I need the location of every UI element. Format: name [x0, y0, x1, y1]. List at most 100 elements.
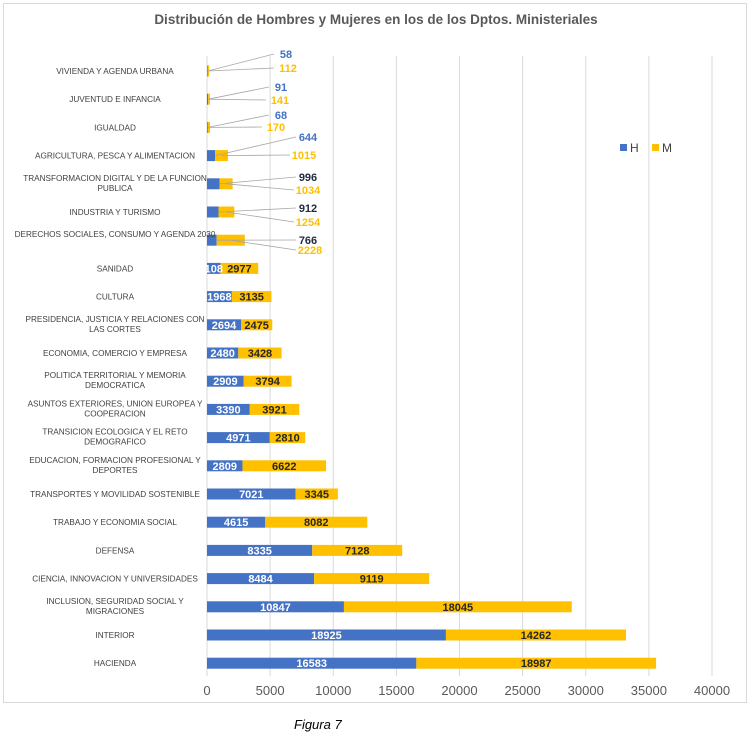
bar-H	[207, 291, 232, 303]
legend-swatch-M	[652, 144, 659, 151]
data-labels: 5811291141681706441015996103491212547662…	[205, 49, 552, 670]
bar-H	[207, 432, 270, 444]
category-label: TRANSPORTES Y MOVILIDAD SOSTENIBLE	[30, 490, 200, 499]
data-label-H: 16583	[296, 658, 327, 670]
data-label-M: 112	[279, 63, 297, 75]
category-label: AGRICULTURA, PESCA Y ALIMENTACION	[35, 152, 195, 161]
chart-title: Distribución de Hombres y Mujeres en los…	[154, 12, 597, 27]
chart-frame	[3, 3, 747, 703]
bar-H	[207, 460, 243, 472]
bar-H	[207, 319, 242, 331]
data-label-H: 644	[299, 132, 318, 144]
legend-swatch-H	[620, 144, 627, 151]
data-label-H: 2480	[210, 348, 234, 360]
category-label: IGUALDAD	[94, 123, 136, 132]
leader-line-H	[207, 53, 275, 72]
data-label-H: 996	[299, 172, 317, 184]
category-label: CULTURA	[96, 293, 135, 302]
data-label-M: 3921	[262, 404, 286, 416]
data-label-M: 14262	[521, 630, 552, 642]
category-label: VIVIENDA Y AGENDA URBANA	[56, 67, 174, 76]
x-tick-label: 40000	[694, 683, 730, 698]
data-label-H: 1968	[207, 292, 231, 304]
data-label-H: 91	[275, 82, 287, 94]
bar-H	[207, 93, 209, 105]
bar-H	[207, 65, 208, 77]
bar-M	[314, 573, 430, 585]
legend-label-M: M	[662, 141, 672, 155]
data-label-M: 8082	[304, 517, 328, 529]
category-label: HACIENDA	[94, 659, 137, 668]
data-label-M: 1015	[292, 150, 316, 162]
data-label-M: 3428	[248, 348, 272, 360]
data-label-M: 1254	[296, 217, 321, 229]
category-label: TRABAJO Y ECONOMIA SOCIAL	[53, 518, 177, 527]
bar-H	[207, 121, 208, 133]
bar-H	[207, 262, 221, 274]
category-label: TRANSFORMACION DIGITAL Y DE LA FUNCION PU…	[23, 174, 207, 193]
data-label-H: 2809	[212, 461, 236, 473]
data-label-H: 2694	[212, 320, 237, 332]
data-label-H: 18925	[311, 630, 342, 642]
data-label-H: 766	[299, 235, 317, 247]
category-label: DEFENSA	[96, 546, 135, 555]
data-label-M: 170	[267, 122, 285, 134]
bar-M	[241, 319, 273, 331]
data-label-M: 3794	[255, 376, 280, 388]
data-label-H: 4615	[224, 517, 248, 529]
bar-H	[207, 403, 250, 415]
category-labels: VIVIENDA Y AGENDA URBANA JUVENTUD E INFAN…	[15, 67, 216, 668]
category-label: PRESIDENCIA, JUSTICIA Y RELACIONES CON LA…	[26, 315, 205, 334]
category-label: EDUCACION, FORMACION PROFESIONAL Y DEPORT…	[29, 456, 201, 475]
leader-line-M	[226, 183, 295, 191]
bar-H	[207, 234, 217, 246]
data-label-H: 7021	[239, 489, 263, 501]
data-label-M: 3135	[239, 292, 263, 304]
data-label-M: 1034	[296, 185, 321, 197]
category-label: POLITICA TERRITORIAL Y MEMORIA DEMOCRATIC…	[44, 371, 186, 390]
x-tick-label: 35000	[631, 683, 667, 698]
data-label-H: 68	[275, 110, 287, 122]
data-label-H: 8484	[248, 574, 273, 586]
category-label: INDUSTRIA Y TURISMO	[70, 208, 161, 217]
bar-M	[343, 601, 572, 613]
x-tick-label: 20000	[441, 683, 477, 698]
leader-line-H	[218, 207, 297, 213]
bar-M	[242, 460, 327, 472]
data-label-H: 3390	[216, 404, 240, 416]
leader-lines	[207, 53, 297, 251]
leader-line-M	[230, 239, 297, 251]
leader-line-M	[208, 67, 275, 72]
leader-line-H	[207, 114, 270, 128]
x-axis-ticks: 0 5000 10000 15000 20000 25000 30000 35000 40000	[203, 683, 730, 698]
bar-H	[207, 178, 220, 190]
bar-H	[207, 206, 219, 218]
x-tick-label: 10000	[315, 683, 351, 698]
leader-line-M	[221, 154, 291, 156]
bar-H	[207, 488, 296, 500]
bar-M	[416, 657, 657, 669]
category-label: INCLUSION, SEGURIDAD SOCIAL Y MIGRACIONES	[46, 597, 184, 616]
data-label-M: 141	[271, 95, 289, 107]
category-label: ASUNTOS EXTERIORES, UNION EUROPEA Y COOPE…	[28, 399, 203, 418]
bar-M	[269, 432, 306, 444]
bar-H	[207, 657, 417, 669]
category-label: ECONOMIA, COMERCIO Y EMPRESA	[43, 349, 187, 358]
x-tick-label: 15000	[378, 683, 414, 698]
data-label-M: 2810	[275, 433, 299, 445]
category-label: CIENCIA, INNOVACION Y UNIVERSIDADES	[32, 575, 198, 584]
leader-line-M	[209, 98, 267, 101]
category-label: INTERIOR	[95, 631, 134, 640]
data-label-M: 9119	[360, 574, 384, 586]
data-label-H: 912	[299, 203, 317, 215]
data-label-M: 2977	[227, 263, 251, 275]
bar-M	[265, 516, 368, 528]
data-label-M: 3345	[305, 489, 329, 501]
bar-M	[295, 488, 338, 500]
bar-M	[312, 544, 403, 556]
bar-H	[207, 516, 266, 528]
x-tick-label: 5000	[256, 683, 285, 698]
data-label-M: 18045	[443, 602, 474, 614]
